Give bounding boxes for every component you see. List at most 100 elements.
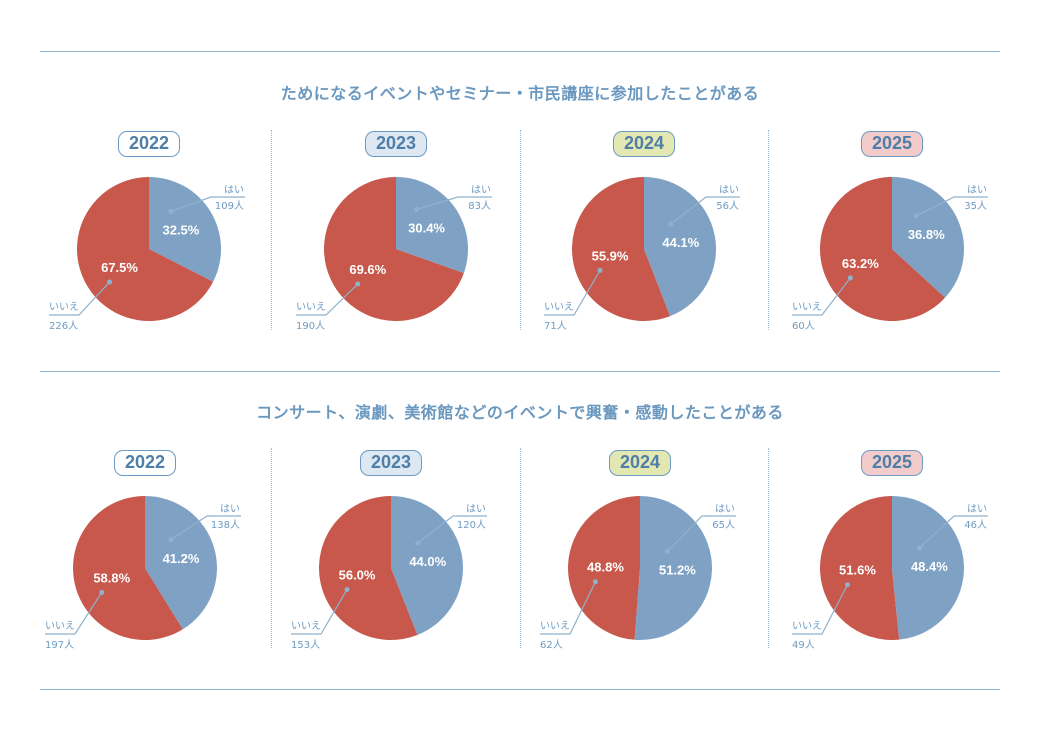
no-percent-label: 67.5% [101,260,138,275]
yes-leader-dot [414,206,420,212]
yes-percent-label: 32.5% [162,222,199,237]
yes-percent-label: 44.1% [662,235,699,250]
no-count: 153人 [291,639,320,651]
column-separator [271,448,272,648]
yes-percent-label: 36.8% [908,227,945,242]
year-badge: 2025 [861,131,923,157]
no-leader-line [296,283,359,316]
yes-count: 46人 [964,519,987,531]
year-badge: 2022 [114,450,176,476]
pie-slice-no [76,177,214,321]
section-title-concert: コンサート、演劇、美術館などのイベントで興奮・感動したことがある [256,403,784,422]
no-label: いいえ [291,620,321,632]
yes-label: はい [719,184,739,196]
pie-chart-concert-2025: 2025 48.4% 51.6% はい 46人 いいえ 49人 [787,450,997,651]
column-separator [768,448,769,648]
no-percent-label: 56.0% [339,567,376,582]
yes-leader-line [416,196,492,210]
pie-slice-no [572,177,671,321]
yes-label: はい [471,184,491,196]
no-percent-label: 63.2% [842,256,879,271]
no-leader-line [792,584,849,635]
no-count: 60人 [792,320,815,332]
year-badge: 2024 [613,131,675,157]
yes-count: 35人 [964,200,987,212]
pie-chart-seminar-2023: 2023 30.4% 69.6% はい 83人いいえ 190人 [291,131,501,332]
pie-slice-no [820,177,946,321]
no-label: いいえ [296,301,326,313]
no-percent-label: 55.9% [592,248,629,263]
yes-leader-line [170,515,241,541]
section-title-seminar: ためになるイベントやセミナー・市民講座に参加したことがある [280,84,760,103]
yes-leader-dot [913,213,919,219]
no-leader-line [792,277,851,316]
yes-leader-dot [168,537,174,543]
pie-slice-no [73,496,183,640]
yes-count: 65人 [712,519,735,531]
pie-slice-yes [634,496,712,640]
yes-leader-dot [668,221,674,227]
middle-divider [40,371,1000,372]
no-leader-line [291,589,348,635]
yes-leader-line [417,515,487,544]
yes-percent-label: 44.0% [409,554,446,569]
no-leader-dot [844,582,850,588]
pie-slice-no [319,496,418,640]
pie-slice-yes [391,496,463,635]
no-count: 190人 [296,320,325,332]
pie-slice-yes [644,177,716,317]
yes-count: 83人 [468,200,491,212]
yes-leader-line [170,196,245,213]
yes-label: はい [715,503,735,515]
no-count: 71人 [544,320,567,332]
no-count: 62人 [540,639,563,651]
no-leader-dot [597,267,603,273]
pie-slice-yes [149,177,221,282]
yes-leader-dot [168,208,174,214]
year-badge: 2024 [609,450,671,476]
no-leader-dot [355,281,361,287]
pie-chart-seminar-2024: 2024 44.1% 55.9% はい 56人いいえ 71人 [539,131,749,332]
pie-slice-yes [145,496,217,630]
no-leader-line [544,270,601,316]
yes-percent-label: 30.4% [408,220,445,235]
yes-count: 56人 [716,200,739,212]
no-leader-dot [107,279,113,285]
yes-label: はい [967,184,987,196]
no-label: いいえ [49,301,79,313]
yes-percent-label: 51.2% [659,562,696,577]
no-leader-dot [847,275,853,281]
yes-label: はい [220,503,240,515]
top-divider [40,51,1000,52]
bottom-divider [40,689,1000,690]
no-percent-label: 48.8% [587,560,624,575]
year-badge: 2023 [365,131,427,157]
no-label: いいえ [792,301,822,313]
pie-chart-seminar-2025: 2025 36.8% 63.2% はい 35人いいえ 60人 [787,131,997,332]
no-leader-line [540,581,597,635]
yes-percent-label: 48.4% [911,559,948,574]
no-label: いいえ [792,620,822,632]
pie-slice-yes [892,177,964,298]
pie-slice-no [567,496,640,640]
no-count: 49人 [792,639,815,651]
pie-slice-no [819,496,900,640]
no-percent-label: 69.6% [349,262,386,277]
pie-chart-concert-2022: 2022 41.2% 58.8% はい 138人 いいえ 197人 [40,450,250,651]
pie-slice-yes [396,177,469,273]
yes-leader-line [670,196,740,225]
yes-label: はい [967,503,987,515]
no-count: 226人 [49,320,78,332]
year-badge: 2023 [360,450,422,476]
no-count: 197人 [45,639,74,651]
no-label: いいえ [544,301,574,313]
yes-leader-dot [415,540,421,546]
pie-chart-concert-2023: 2023 44.0% 56.0% はい 120人 いいえ 153人 [286,450,496,651]
